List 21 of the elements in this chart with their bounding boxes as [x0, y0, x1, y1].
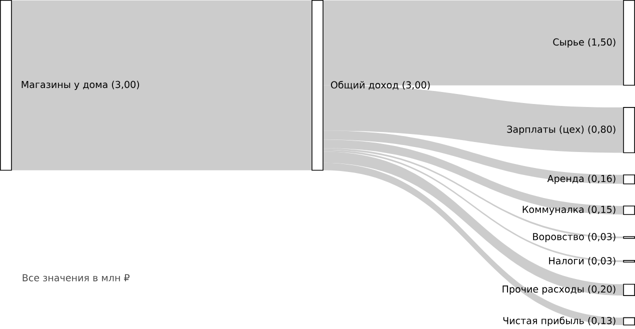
data-label: (3,00) — [112, 80, 140, 90]
text: Все значения в млн ₽ — [22, 274, 130, 282]
category-label: Налоги — [549, 257, 584, 264]
category-label: Зарплаты (цех) — [507, 125, 584, 135]
category-label: Коммуналка — [522, 206, 584, 215]
data-label: (0,80) — [588, 125, 616, 134]
data-label: (0,13) — [588, 316, 616, 326]
data-label: (3,00) — [402, 81, 430, 90]
category-label: Аренда — [547, 174, 584, 184]
category-label: Чистая прибыль — [503, 316, 584, 326]
category-label: Прочие расходы — [502, 285, 584, 294]
category-label: Воровство — [533, 233, 584, 242]
data-label: (0,03) — [588, 256, 616, 266]
data-label: (0,16) — [588, 174, 616, 184]
category-label: Общий доход — [330, 80, 398, 90]
category-label: Сырье — [553, 38, 584, 48]
data-label: (1,50) — [588, 38, 616, 47]
data-label: (0,20) — [588, 285, 616, 294]
data-label: (0,15) — [588, 206, 616, 214]
category-label: Магазины у дома — [22, 80, 108, 90]
data-label: (0,03) — [588, 232, 616, 242]
